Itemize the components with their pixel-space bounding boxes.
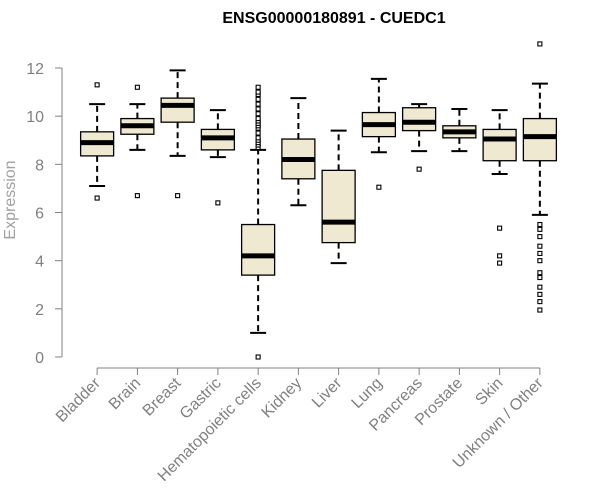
x-tick-label: Kidney [259, 375, 306, 422]
outlier-point [537, 243, 543, 249]
box-unknown-other [522, 41, 558, 313]
outlier-point [255, 89, 261, 95]
box-skin [482, 109, 517, 266]
y-axis-label: Expression [2, 160, 19, 239]
iqr-box [522, 117, 558, 162]
y-axis: 0 2 4 6 8 10 12 [26, 61, 63, 367]
outlier-point [94, 195, 100, 201]
box-breast [160, 69, 195, 199]
outlier-point [537, 226, 543, 232]
outlier-point [537, 307, 543, 313]
outlier-point [376, 184, 382, 190]
outlier-point [497, 253, 503, 259]
y-tick-label: 0 [35, 350, 44, 367]
outlier-point [416, 166, 422, 172]
outlier-point [497, 260, 503, 266]
outlier-point [255, 101, 261, 107]
outlier-point [255, 84, 261, 90]
outlier-point [255, 116, 261, 122]
x-tick-label: Liver [309, 374, 346, 411]
iqr-box [321, 169, 356, 244]
outlier-point [537, 270, 543, 276]
box-brain [120, 84, 155, 199]
x-tick-label: Bladder [53, 374, 104, 425]
box-bladder [79, 82, 115, 201]
iqr-box [160, 97, 195, 123]
outlier-point [537, 258, 543, 264]
outlier-point [94, 82, 100, 88]
iqr-box [482, 128, 517, 162]
outlier-point [537, 250, 543, 256]
outlier-point [255, 354, 261, 360]
x-tick-label: Skin [472, 375, 506, 409]
outlier-point [537, 41, 543, 47]
iqr-box [401, 107, 437, 132]
box-gastric [200, 109, 236, 206]
iqr-box [240, 223, 276, 276]
outlier-point [255, 130, 261, 136]
outlier-point [537, 234, 543, 240]
y-tick-label: 10 [26, 109, 44, 126]
outlier-point [537, 284, 543, 290]
box-liver [321, 129, 356, 265]
outlier-point [175, 193, 181, 199]
outlier-point [537, 274, 543, 281]
box-hematopoietic-cells [240, 84, 276, 360]
y-tick-label: 6 [35, 206, 44, 223]
box-kidney [281, 97, 316, 207]
box-pancreas [401, 103, 437, 172]
outlier-point [537, 221, 543, 228]
outlier-point [134, 84, 140, 90]
outlier-point [215, 200, 221, 206]
y-tick-label: 4 [35, 254, 44, 271]
outlier-point [497, 225, 503, 231]
y-tick-label: 8 [35, 157, 44, 174]
chart-title: ENSG00000180891 - CUEDC1 [222, 10, 445, 27]
outlier-point [537, 291, 543, 297]
outlier-point [537, 299, 543, 305]
outlier-point [134, 193, 140, 199]
box-series [79, 41, 558, 360]
outlier-point [255, 135, 261, 141]
y-tick-label: 2 [35, 302, 44, 319]
outlier-point [255, 106, 261, 112]
outlier-point [255, 96, 261, 102]
outlier-point [255, 111, 261, 117]
box-lung [361, 77, 397, 190]
x-tick-label: Lung [349, 375, 386, 412]
y-tick-label: 12 [26, 61, 44, 78]
box-prostate [442, 107, 477, 153]
